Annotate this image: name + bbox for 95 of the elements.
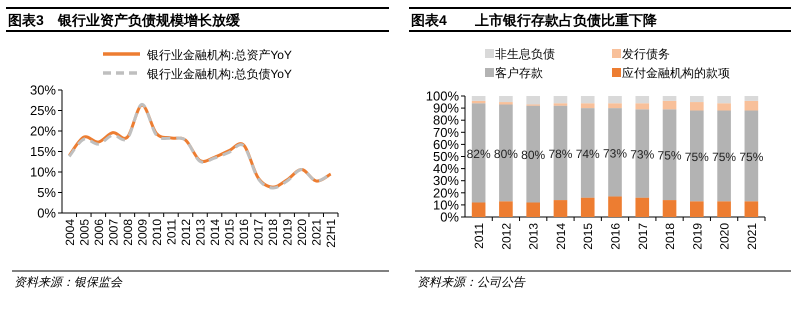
x-tick-label: 2008 — [120, 218, 135, 246]
x-tick-label: 2017 — [636, 222, 650, 250]
bar — [499, 201, 513, 217]
y-tick-label: 50% — [432, 149, 460, 164]
bar — [472, 202, 486, 217]
text: 资料来源：公司公告 — [417, 275, 526, 289]
bar — [554, 96, 568, 104]
data-label: 80% — [494, 146, 518, 161]
x-tick-label: 2017 — [252, 218, 266, 246]
bar — [662, 200, 676, 217]
y-tick-label: 10% — [30, 164, 56, 180]
bar — [608, 103, 622, 108]
text: 资料来源：银保监会 — [14, 275, 123, 289]
x-tick-label: 2013 — [526, 222, 541, 250]
x-tick-label: 2014 — [554, 222, 568, 250]
chart-title: 图表3 银行业资产负债规模增长放缓 — [8, 12, 241, 28]
bar — [580, 103, 595, 108]
x-tick-label: 2012 — [499, 222, 514, 250]
x-tick-label: 2010 — [150, 218, 164, 246]
legend-item: 应付金融机构的款项 — [612, 66, 730, 80]
bar — [608, 96, 622, 104]
data-label: 80% — [521, 148, 546, 162]
legend-item: 非生息负债 — [485, 47, 555, 61]
bar — [580, 198, 595, 217]
bar — [472, 96, 486, 101]
x-tick-label: 2012 — [178, 218, 193, 246]
data-label: 75% — [712, 150, 736, 164]
x-tick-label: 2005 — [77, 218, 92, 246]
x-tick-label: 22H1 — [324, 218, 338, 248]
legend-item: 发行债务 — [612, 47, 670, 61]
bar — [662, 96, 676, 101]
legend-item: 银行业金融机构:总负债YoY — [103, 67, 292, 81]
x-tick-label: 2014 — [208, 218, 222, 246]
y-tick-label: 15% — [30, 144, 56, 159]
bar — [662, 100, 676, 110]
y-tick-label: 100% — [426, 88, 460, 104]
y-tick-label: 20% — [30, 124, 56, 138]
data-label: 75% — [658, 148, 682, 163]
x-tick-label: 2011 — [472, 222, 486, 249]
data-label: 78% — [548, 146, 573, 161]
y-tick-label: 30% — [30, 82, 56, 98]
x-tick-label: 2013 — [194, 218, 208, 246]
bar — [635, 198, 650, 217]
x-tick-label: 2015 — [222, 218, 237, 246]
x-tick-label: 2009 — [135, 218, 150, 246]
bar — [744, 96, 758, 101]
legend-label: 客户存款 — [495, 66, 543, 80]
bar — [717, 96, 731, 104]
bar — [554, 200, 568, 217]
x-tick-label: 2021 — [744, 222, 759, 250]
data-label: 73% — [602, 146, 628, 160]
bar — [608, 196, 622, 217]
x-tick-label: 2004 — [62, 218, 77, 246]
bar — [499, 96, 513, 102]
bar — [580, 96, 595, 104]
x-tick-label: 2016 — [608, 222, 622, 250]
x-tick-label: 2019 — [280, 218, 295, 246]
bar — [472, 100, 486, 104]
bar — [635, 103, 650, 110]
x-tick-label: 2015 — [581, 222, 596, 250]
x-tick-label: 2020 — [718, 222, 732, 250]
data-label: 75% — [739, 150, 764, 164]
legend-label: 发行债务 — [622, 47, 670, 61]
x-tick-label: 2019 — [690, 222, 704, 250]
bar — [526, 96, 540, 104]
legend-label: 银行业金融机构:总负债YoY — [146, 67, 292, 81]
bar — [744, 201, 758, 217]
data-label: 75% — [684, 150, 710, 164]
x-tick-label: 2018 — [663, 222, 678, 250]
data-label: 73% — [630, 147, 655, 162]
y-tick-label: 25% — [30, 103, 56, 118]
legend-item: 银行业金融机构:总资产YoY — [103, 48, 292, 62]
y-tick-label: 5% — [37, 185, 56, 200]
x-tick-label: 2018 — [266, 218, 280, 246]
bar — [690, 96, 704, 102]
chart-title: 图表4 上市银行存款占负债比重下降 — [411, 12, 658, 28]
x-tick-label: 2016 — [237, 218, 252, 246]
bar — [717, 103, 731, 111]
y-tick-label: 0% — [440, 210, 460, 224]
x-tick-label: 2011 — [164, 218, 178, 245]
legend-label: 银行业金融机构:总资产YoY — [146, 48, 292, 62]
bar — [635, 96, 650, 104]
bar — [690, 201, 704, 217]
bar — [744, 100, 758, 111]
x-tick-label: 2021 — [310, 218, 324, 246]
x-tick-label: 2006 — [92, 218, 106, 246]
data-label: 74% — [576, 146, 600, 161]
bar — [690, 102, 704, 111]
x-tick-label: 2007 — [106, 218, 120, 246]
data-label: 82% — [466, 146, 491, 161]
y-tick-label: 0% — [37, 206, 56, 220]
x-tick-label: 2020 — [295, 218, 310, 246]
legend-item: 客户存款 — [485, 66, 543, 80]
bar — [717, 201, 731, 217]
bar — [526, 202, 540, 217]
